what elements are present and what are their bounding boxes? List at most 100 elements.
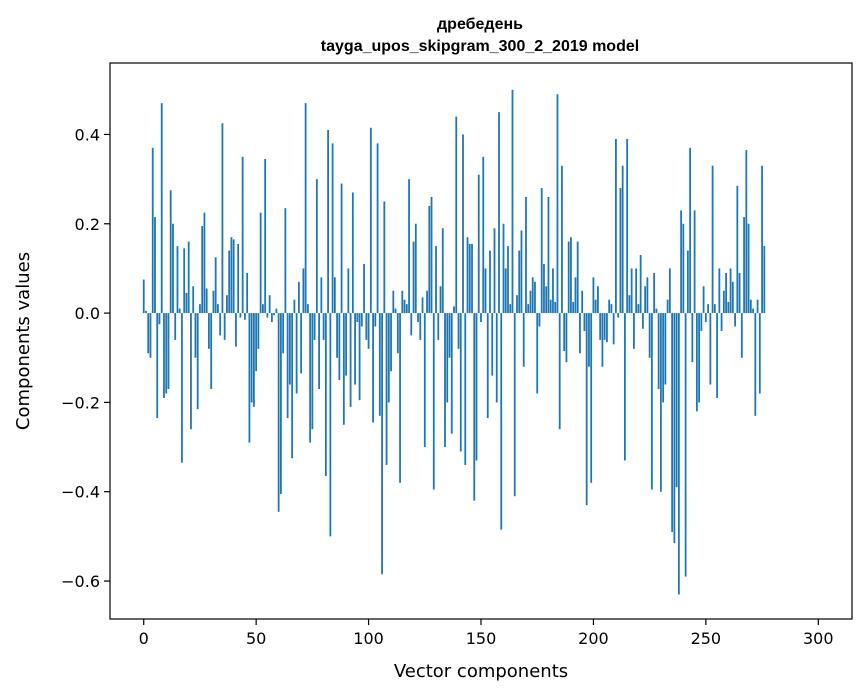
bar-70 [300, 313, 303, 374]
bar-249 [702, 286, 705, 314]
bar-65 [288, 313, 291, 385]
bar-185 [558, 313, 561, 430]
bar-32 [214, 257, 217, 314]
bar-0 [142, 279, 145, 314]
bar-131 [437, 313, 440, 340]
bar-94 [354, 313, 356, 385]
bar-4 [151, 147, 154, 314]
bar-195 [581, 290, 584, 314]
x-tick-label-0: 0 [139, 629, 149, 648]
bar-114 [399, 313, 401, 483]
x-axis-label: Vector components [394, 661, 568, 682]
bar-191 [572, 301, 575, 314]
bar-112 [394, 308, 397, 314]
bar-68 [295, 313, 298, 394]
bar-178 [543, 263, 545, 314]
bar-129 [432, 313, 435, 490]
bar-43 [239, 313, 242, 318]
bar-217 [630, 268, 633, 314]
y-tick-label-0: −0.6 [61, 572, 100, 591]
bar-33 [217, 304, 219, 314]
bar-168 [520, 230, 523, 314]
bar-58 [273, 313, 276, 316]
bar-113 [396, 313, 399, 354]
bar-188 [565, 313, 568, 363]
bar-106 [381, 313, 383, 575]
bar-15 [176, 246, 179, 314]
bar-14 [174, 313, 177, 340]
bar-36 [223, 313, 226, 340]
bar-232 [664, 313, 667, 385]
bar-110 [390, 313, 392, 372]
bar-71 [302, 268, 305, 314]
bar-42 [237, 243, 240, 314]
bar-24 [196, 313, 199, 410]
bar-263 [734, 313, 736, 327]
bar-96 [358, 313, 361, 401]
bar-38 [228, 250, 231, 314]
bar-199 [590, 313, 593, 483]
chart-title-line-2: tayga_upos_skipgram_300_2_2019 model [321, 38, 639, 55]
bar-5 [154, 217, 156, 314]
bar-120 [412, 241, 415, 314]
bar-124 [421, 297, 424, 314]
bar-83 [329, 313, 332, 537]
bar-118 [408, 179, 410, 314]
bar-202 [597, 286, 599, 314]
bar-84 [331, 143, 334, 314]
bar-255 [716, 313, 718, 398]
bar-126 [426, 290, 428, 314]
bar-73 [306, 304, 309, 314]
bar-23 [194, 313, 197, 358]
bar-235 [671, 313, 674, 532]
bar-229 [657, 313, 660, 390]
bar-204 [601, 313, 604, 367]
bar-233 [666, 299, 669, 314]
bar-213 [621, 165, 624, 314]
bar-85 [333, 277, 336, 314]
bar-230 [659, 313, 662, 492]
bar-54 [264, 159, 267, 314]
bar-95 [356, 313, 359, 323]
bar-210 [615, 138, 617, 314]
bar-154 [489, 250, 491, 314]
bar-172 [529, 290, 532, 314]
y-tick-label-1: −0.4 [61, 483, 100, 502]
bar-192 [574, 277, 577, 314]
bar-156 [493, 228, 496, 314]
bar-143 [464, 313, 467, 465]
bar-127 [428, 205, 431, 314]
bars-group [142, 89, 766, 595]
y-tick-label-2: −0.2 [61, 393, 100, 412]
y-tick-label-3: 0.0 [75, 304, 100, 323]
bar-260 [727, 301, 730, 314]
bar-162 [507, 246, 509, 314]
bar-111 [392, 290, 395, 314]
bar-93 [351, 192, 354, 314]
bar-35 [221, 123, 224, 314]
bar-55 [266, 313, 269, 318]
bar-211 [617, 313, 620, 318]
bar-82 [327, 129, 329, 314]
bar-102 [372, 313, 374, 423]
bar-247 [698, 313, 700, 403]
bar-137 [450, 313, 453, 434]
bar-56 [268, 295, 271, 314]
bar-146 [471, 243, 473, 314]
bar-115 [401, 290, 404, 314]
bar-140 [457, 313, 460, 349]
bar-66 [291, 313, 294, 459]
chart-title-line-1: дребедень [437, 16, 523, 33]
bar-20 [187, 241, 190, 314]
bar-272 [754, 313, 757, 416]
bar-69 [297, 281, 300, 314]
bar-189 [567, 241, 570, 314]
bar-59 [275, 308, 278, 314]
bar-116 [403, 299, 406, 314]
bar-267 [743, 217, 745, 314]
bar-136 [448, 313, 451, 358]
bar-186 [561, 165, 563, 314]
bar-194 [579, 313, 581, 354]
bar-40 [232, 239, 235, 314]
